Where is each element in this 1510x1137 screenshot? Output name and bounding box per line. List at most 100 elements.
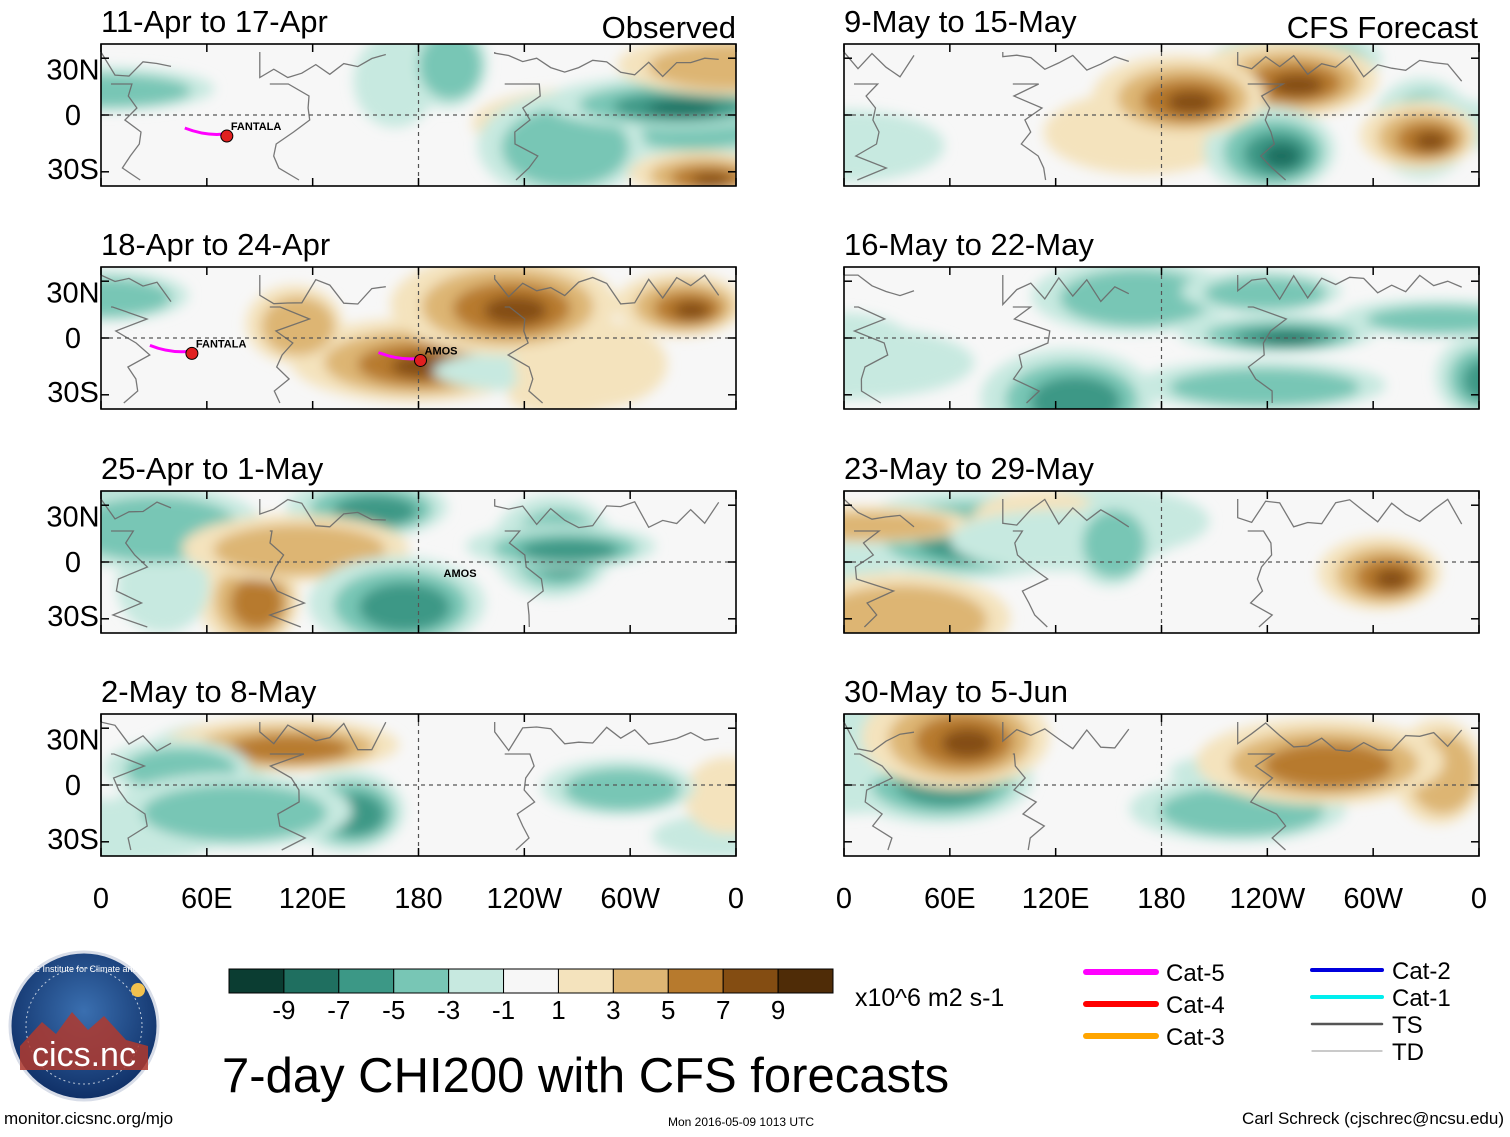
observed-header: Observed (602, 10, 736, 45)
x-axis-ticks: 0 60E 120E 180 120W 60W 0 0 60E 120E 180 120W 60W 0 (93, 883, 1487, 915)
colorbar-label: -3 (437, 995, 460, 1025)
panel-period: 30-May to 5-Jun (844, 674, 1068, 709)
cics-logo: Cooperative Institute for Climate and Sa… (0, 950, 177, 1102)
coastlines (844, 721, 1463, 851)
storm-marker: AMOS (377, 345, 458, 367)
storm-label: FANTALA (196, 338, 247, 350)
x-tick-label: 120W (1229, 883, 1305, 915)
coastlines (101, 498, 720, 628)
map-panel-8: 30-May to 5-Jun (843, 674, 1480, 857)
track-label: TS (1392, 1012, 1423, 1039)
colorbar-label: -1 (492, 995, 515, 1025)
x-tick-label: 60W (600, 883, 660, 915)
panel-period: 23-May to 29-May (844, 451, 1094, 486)
storm-marker: FANTALA (184, 121, 281, 143)
logo-text: cics.nc (32, 1036, 136, 1074)
coastlines (101, 274, 720, 404)
track-label: TD (1392, 1039, 1424, 1066)
anomaly-field (101, 44, 736, 186)
panel-period: 2-May to 8-May (101, 674, 317, 709)
logo-ring-text: Cooperative Institute for Climate and Sa… (0, 964, 177, 974)
colorbar-swatch (722, 968, 779, 994)
coastlines (844, 498, 1463, 628)
x-tick-label: 120E (279, 883, 347, 915)
track-label: Cat-5 (1166, 960, 1225, 987)
colorbar-swatch (503, 968, 559, 994)
y-tick-label: 30N (46, 278, 99, 310)
x-tick-label: 60W (1343, 883, 1403, 915)
footer-credit: Carl Schreck (cjschrec@ncsu.edu) (1242, 1109, 1504, 1128)
map-panel-4: 2-May to 8-May (100, 674, 737, 857)
anomaly-field (844, 491, 1479, 633)
colorbar-swatch (557, 968, 614, 994)
y-tick-label: 30S (47, 154, 99, 186)
colorbar-swatch (338, 968, 395, 994)
map-panel-2: 18-Apr to 24-Apr FANTALA AMOS (100, 227, 737, 410)
colorbar-swatch (667, 968, 724, 994)
y-tick-label: 30S (47, 601, 99, 633)
map-panel-3: 25-Apr to 1-May AMOS (100, 451, 737, 634)
colorbar-swatch (283, 968, 340, 994)
anomaly-field (844, 44, 1479, 186)
colorbar-units: x10^6 m2 s-1 (855, 984, 1004, 1012)
anomaly-field (844, 267, 1479, 409)
anomaly-field (101, 267, 736, 409)
panel-period: 11-Apr to 17-Apr (101, 4, 328, 39)
y-tick-label: 30S (47, 824, 99, 856)
track-label: Cat-4 (1166, 992, 1225, 1019)
y-tick-label: 30S (47, 377, 99, 409)
colorbar: -9 -7 -5 -3 -1 1 3 5 7 9 (228, 968, 834, 1025)
x-tick-label: 60E (181, 883, 233, 915)
colorbar-swatch (448, 968, 505, 994)
storm-marker: FANTALA (149, 338, 247, 360)
y-tick-label: 30N (46, 725, 99, 757)
storm-label: AMOS (425, 345, 458, 357)
map-panel-6: 16-May to 22-May (843, 227, 1480, 410)
panel-period: 16-May to 22-May (844, 227, 1094, 262)
map-panel-7: 23-May to 29-May (843, 451, 1480, 634)
figure-title: 7-day CHI200 with CFS forecasts (222, 1049, 949, 1103)
map-panel-1: 11-Apr to 17-Apr FANTALA (100, 4, 737, 187)
colorbar-label: 5 (661, 995, 675, 1025)
storm-marker: AMOS (444, 568, 477, 580)
anomaly-field (101, 714, 736, 856)
coastlines (101, 721, 719, 851)
colorbar-swatch (393, 968, 450, 994)
y-tick-label: 0 (65, 100, 81, 132)
track-label: Cat-1 (1392, 985, 1451, 1012)
forecast-header: CFS Forecast (1287, 10, 1479, 45)
y-tick-label: 0 (65, 770, 81, 802)
colorbar-label: 3 (606, 995, 620, 1025)
colorbar-label: -7 (327, 995, 350, 1025)
panel-period: 25-Apr to 1-May (101, 451, 324, 486)
map-panels: 11-Apr to 17-Apr FANTALA 18-Apr to 24-Apr F… (100, 4, 1480, 857)
x-tick-label: 120E (1022, 883, 1090, 915)
panel-period: 9-May to 15-May (844, 4, 1077, 39)
x-tick-label: 180 (394, 883, 442, 915)
coastlines (844, 274, 1462, 404)
y-tick-label: 0 (65, 323, 81, 355)
colorbar-swatch (612, 968, 669, 994)
colorbar-swatch (777, 968, 834, 994)
x-tick-label: 0 (836, 883, 852, 915)
track-label: Cat-2 (1392, 958, 1451, 985)
colorbar-swatch (228, 968, 285, 994)
x-tick-label: 120W (486, 883, 562, 915)
panel-period: 18-Apr to 24-Apr (101, 227, 330, 262)
x-tick-label: 0 (1471, 883, 1487, 915)
track-label: Cat-3 (1166, 1024, 1225, 1051)
footer-timestamp: Mon 2016-05-09 1013 UTC (668, 1115, 815, 1129)
colorbar-label: 7 (716, 995, 730, 1025)
coastlines (101, 51, 719, 181)
x-tick-label: 180 (1137, 883, 1185, 915)
y-tick-label: 30N (46, 502, 99, 534)
footer-url[interactable]: monitor.cicsnc.org/mjo (4, 1109, 174, 1128)
x-tick-label: 0 (728, 883, 744, 915)
map-panel-5: 9-May to 15-May (843, 4, 1480, 187)
x-tick-label: 0 (93, 883, 109, 915)
y-axis-ticks: 30N 0 30S 30N 0 30S 30N 0 30S 30N 0 30S (46, 55, 99, 856)
colorbar-label: -5 (382, 995, 405, 1025)
colorbar-label: 9 (771, 995, 785, 1025)
